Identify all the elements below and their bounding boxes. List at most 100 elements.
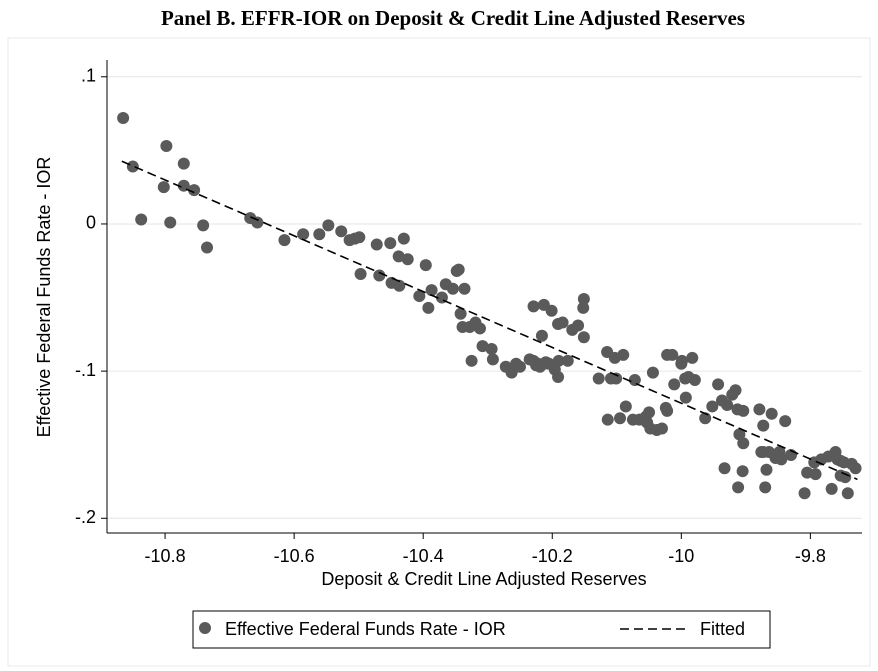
data-point (753, 403, 766, 416)
data-point (556, 316, 569, 329)
data-point (736, 465, 749, 478)
data-point (393, 279, 406, 292)
legend-marker (199, 622, 211, 634)
data-point (675, 354, 688, 367)
data-point (668, 378, 681, 391)
x-tick-label: -10.2 (532, 546, 573, 566)
data-point (454, 307, 467, 320)
data-point (592, 372, 605, 385)
data-point (413, 290, 426, 303)
y-tick-label: -.1 (75, 360, 96, 380)
data-point (425, 284, 438, 297)
data-point (473, 322, 486, 335)
data-point (373, 269, 386, 282)
y-tick-label: -.2 (75, 507, 96, 527)
data-point (117, 111, 130, 124)
data-point (760, 463, 773, 476)
data-point (849, 462, 862, 475)
data-point (655, 422, 668, 435)
fitted-line (121, 160, 858, 481)
data-point (476, 340, 489, 353)
data-point (278, 234, 291, 247)
data-point (601, 413, 614, 426)
data-point (577, 301, 590, 314)
data-point (729, 384, 742, 397)
data-point (513, 360, 526, 373)
data-point (706, 400, 719, 413)
data-point (775, 453, 788, 466)
data-point (737, 437, 750, 450)
data-point (486, 353, 499, 366)
data-point (505, 366, 518, 379)
x-tick-label: -10.8 (145, 546, 186, 566)
legend-label: Effective Federal Funds Rate - IOR (225, 619, 506, 639)
data-point (177, 157, 190, 170)
data-point (614, 412, 627, 425)
legend-label: Fitted (700, 619, 745, 639)
data-point (422, 301, 435, 314)
data-point (577, 331, 590, 344)
x-tick-label: -9.8 (795, 546, 826, 566)
data-point (392, 250, 405, 263)
chart-title: Panel B. EFFR-IOR on Deposit & Credit Li… (161, 6, 745, 30)
data-point (485, 343, 498, 356)
data-point (397, 232, 410, 245)
data-point (401, 253, 414, 266)
data-point (322, 219, 335, 232)
data-point (561, 354, 574, 367)
data-point (646, 366, 659, 379)
data-point (617, 348, 630, 361)
y-axis-label: Effective Federal Funds Rate - IOR (34, 157, 54, 438)
data-point (446, 282, 459, 295)
data-point (419, 259, 432, 272)
data-point (384, 237, 397, 250)
data-point (765, 407, 778, 420)
data-point (577, 293, 590, 306)
data-point (572, 319, 585, 332)
data-point (164, 216, 177, 229)
data-point (825, 482, 838, 495)
data-point (313, 228, 326, 241)
x-tick-label: -10 (668, 546, 694, 566)
data-point (527, 300, 540, 313)
data-point (458, 282, 471, 295)
data-point (126, 160, 139, 173)
data-point (732, 481, 745, 494)
y-tick-label: .1 (81, 66, 96, 86)
data-point (452, 263, 465, 276)
data-point (297, 228, 310, 241)
data-point (834, 469, 847, 482)
data-point (135, 213, 148, 226)
data-point (759, 481, 772, 494)
data-point (712, 378, 725, 391)
data-point (666, 348, 679, 361)
x-tick-label: -10.6 (274, 546, 315, 566)
data-point (251, 216, 264, 229)
data-point (619, 400, 632, 413)
data-point (353, 231, 366, 244)
data-point (465, 354, 478, 367)
x-tick-label: -10.4 (403, 546, 444, 566)
data-point (628, 373, 641, 386)
data-point (779, 415, 792, 428)
data-point (718, 462, 731, 475)
data-point (552, 354, 565, 367)
data-point (370, 238, 383, 251)
data-point (610, 372, 623, 385)
data-point (686, 351, 699, 364)
data-point (197, 219, 210, 232)
data-point (721, 398, 734, 411)
data-point (643, 406, 656, 419)
data-point (535, 329, 548, 342)
data-point (157, 181, 170, 194)
data-point (552, 371, 565, 384)
data-point (545, 304, 558, 317)
data-point (841, 487, 854, 500)
panel (7, 37, 871, 667)
data-point (661, 404, 674, 417)
data-point (188, 184, 201, 197)
data-point (809, 468, 822, 481)
data-point (354, 267, 367, 280)
